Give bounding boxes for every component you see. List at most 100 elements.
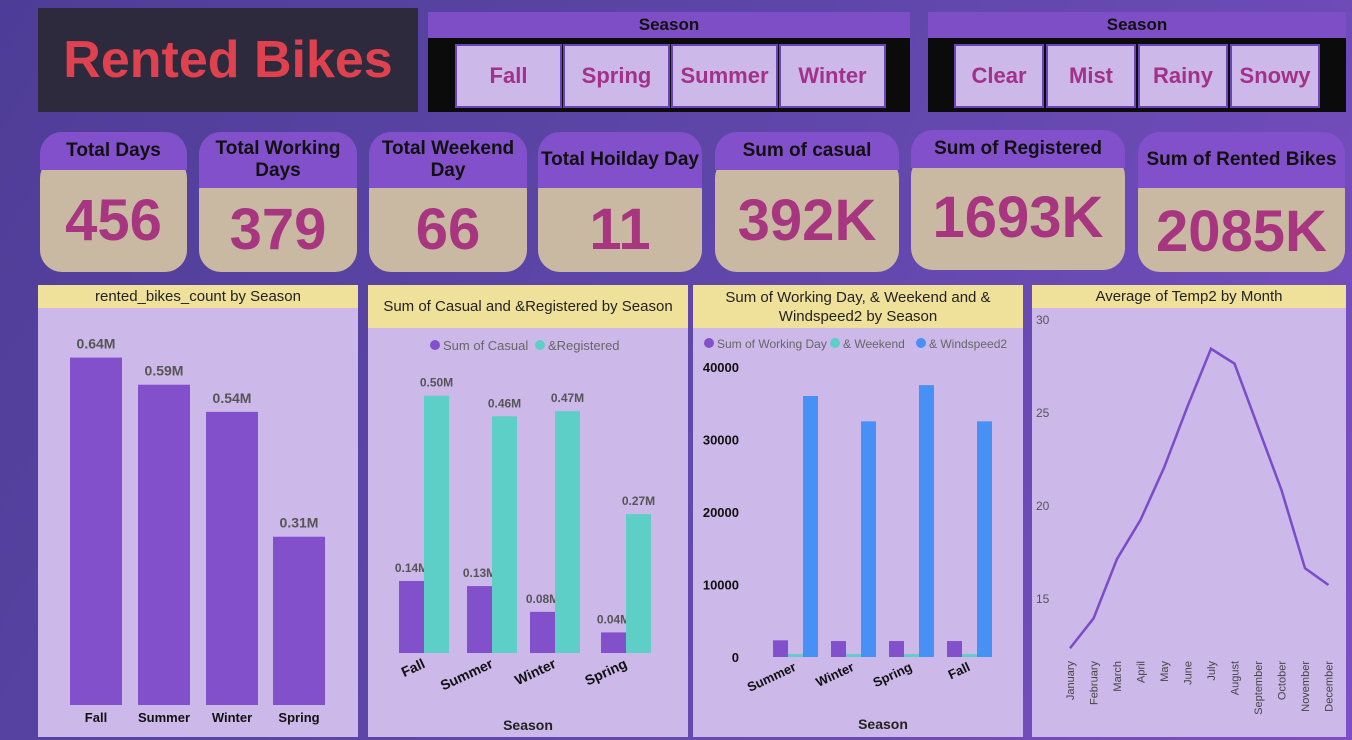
season-slicer-header: Season [428, 12, 910, 38]
temp-by-month-chart: 15 20 25 30 January February March April May June… [1036, 313, 1336, 715]
data-label: 0.31M [280, 515, 319, 531]
bar [492, 416, 517, 653]
legend-marker [430, 340, 440, 350]
x-tick-label: Winter [813, 659, 856, 690]
y-tick-label: 40000 [703, 360, 739, 375]
x-axis-title: Season [503, 717, 553, 733]
dashboard-title: Rented Bikes [63, 31, 393, 89]
bar [977, 421, 992, 657]
legend-label: & Weekend [843, 337, 905, 351]
x-tick-label: Spring [871, 659, 915, 690]
x-tick-label: January [1065, 661, 1077, 701]
bar [831, 641, 846, 657]
chart-title: rented_bikes_count by Season [38, 285, 358, 308]
temp-line [1069, 346, 1330, 649]
kpi-value: 2085K [1156, 199, 1327, 264]
x-tick-label: November [1300, 661, 1312, 712]
x-tick-label: March [1112, 661, 1124, 692]
data-label: 0.04M [597, 612, 630, 626]
kpi-card-sum-registered: Sum of Registered 1693K [911, 130, 1125, 270]
kpi-value: 392K [737, 188, 877, 253]
kpi-card-total-holiday-day: Total Hoilday Day 11 [538, 132, 702, 272]
bar [424, 395, 449, 653]
x-tick-label: September [1253, 661, 1265, 715]
weather-option-mist[interactable]: Mist [1046, 44, 1136, 108]
bar [70, 357, 122, 705]
y-tick-label: 25 [1036, 406, 1050, 420]
chart-panel-workingday-weekend-windspeed: Sum of Working Day, & Weekend and & Wind… [693, 285, 1023, 737]
kpi-card-total-working-days: Total Working Days 379 [199, 132, 357, 272]
bar [399, 580, 424, 653]
data-label: 0.14M [395, 561, 428, 575]
y-tick-label: 20 [1036, 499, 1050, 513]
legend-marker [916, 338, 926, 348]
x-tick-label: October [1277, 661, 1289, 700]
x-tick-label: May [1159, 661, 1171, 682]
bar [861, 421, 876, 657]
legend-marker [535, 340, 545, 350]
x-tick-label: July [1206, 661, 1218, 681]
x-tick-label: April [1136, 661, 1148, 683]
data-label: 0.27M [622, 494, 655, 508]
bar [530, 611, 555, 653]
kpi-label: Sum of Rented Bikes [1138, 132, 1345, 188]
x-tick-label: Summer [138, 710, 190, 725]
weather-slicer-header: Season [928, 12, 1346, 38]
kpi-label: Sum of casual [715, 132, 899, 170]
bar [273, 536, 325, 705]
bar [803, 396, 818, 657]
bar [889, 641, 904, 657]
chart-panel-casual-registered: Sum of Casual and &Registered by Season … [368, 285, 688, 737]
kpi-value: 456 [65, 188, 162, 253]
season-option-fall[interactable]: Fall [455, 44, 562, 108]
data-label: 0.47M [551, 391, 584, 405]
legend-marker [830, 338, 840, 348]
x-tick-label: February [1089, 661, 1101, 706]
kpi-label: Total Hoilday Day [538, 132, 702, 188]
x-tick-label: August [1230, 661, 1242, 695]
bar [904, 654, 919, 657]
kpi-label: Total Days [40, 132, 187, 170]
x-tick-label: Summer [438, 655, 496, 693]
data-label: 0.64M [77, 336, 116, 352]
season-option-spring[interactable]: Spring [563, 44, 670, 108]
y-tick-label: 30 [1036, 313, 1050, 327]
data-label: 0.50M [420, 376, 453, 390]
season-option-summer[interactable]: Summer [671, 44, 778, 108]
kpi-value: 1693K [932, 185, 1104, 250]
weather-option-rainy[interactable]: Rainy [1138, 44, 1228, 108]
kpi-value: 11 [589, 197, 651, 262]
legend-label: & Windspeed2 [929, 337, 1007, 351]
chart-title: Sum of Casual and &Registered by Season [368, 285, 688, 328]
bar [846, 654, 861, 657]
kpi-card-total-weekend-day: Total Weekend Day 66 [369, 132, 527, 272]
x-tick-label: December [1324, 661, 1336, 712]
bar [467, 586, 492, 653]
legend-marker [704, 338, 714, 348]
season-option-winter[interactable]: Winter [779, 44, 886, 108]
workingday-weekend-windspeed-chart: Sum of Working Day & Weekend & Windspeed2 0… [703, 337, 1008, 732]
bar [555, 411, 580, 653]
chart-panel-temp-by-month: Average of Temp2 by Month 15 20 25 30 Januar… [1032, 285, 1346, 737]
bar [947, 641, 962, 657]
casual-registered-chart: Sum of Casual &Registered 0.14M 0.50M Fall 0.… [395, 338, 655, 733]
x-tick-label: Spring [278, 710, 319, 725]
weather-option-snowy[interactable]: Snowy [1230, 44, 1320, 108]
x-axis-title: Season [858, 716, 908, 732]
y-tick-label: 30000 [703, 433, 739, 448]
x-tick-label: June [1183, 661, 1195, 685]
weather-option-clear[interactable]: Clear [954, 44, 1044, 108]
data-label: 0.46M [488, 396, 521, 410]
y-tick-label: 0 [732, 650, 739, 665]
kpi-label: Sum of Registered [911, 130, 1125, 168]
bar [626, 514, 651, 653]
season-slicer: Season Fall Spring Summer Winter [428, 12, 910, 112]
bar [773, 640, 788, 657]
y-tick-label: 10000 [703, 578, 739, 593]
kpi-card-sum-rented-bikes: Sum of Rented Bikes 2085K [1138, 132, 1345, 272]
data-label: 0.59M [145, 363, 184, 379]
bar [138, 384, 190, 705]
y-tick-label: 20000 [703, 505, 739, 520]
bar [206, 411, 258, 705]
kpi-label: Total Working Days [199, 132, 357, 188]
